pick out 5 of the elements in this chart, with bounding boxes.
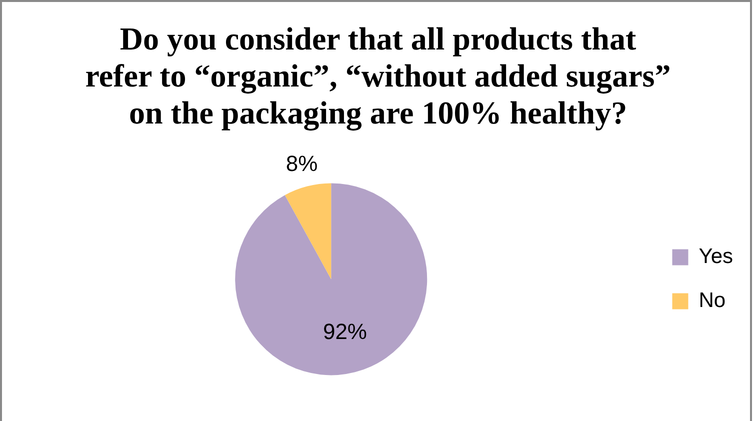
data-label: 92% bbox=[322, 319, 367, 344]
legend-label: No bbox=[698, 288, 726, 312]
data-label: 8% bbox=[286, 150, 318, 176]
chart-title: Do you consider that all products that refer to “organic”, “without added sugars” on the packaging are 100% healthy? bbox=[85, 20, 671, 132]
legend-label: Yes bbox=[698, 244, 734, 268]
